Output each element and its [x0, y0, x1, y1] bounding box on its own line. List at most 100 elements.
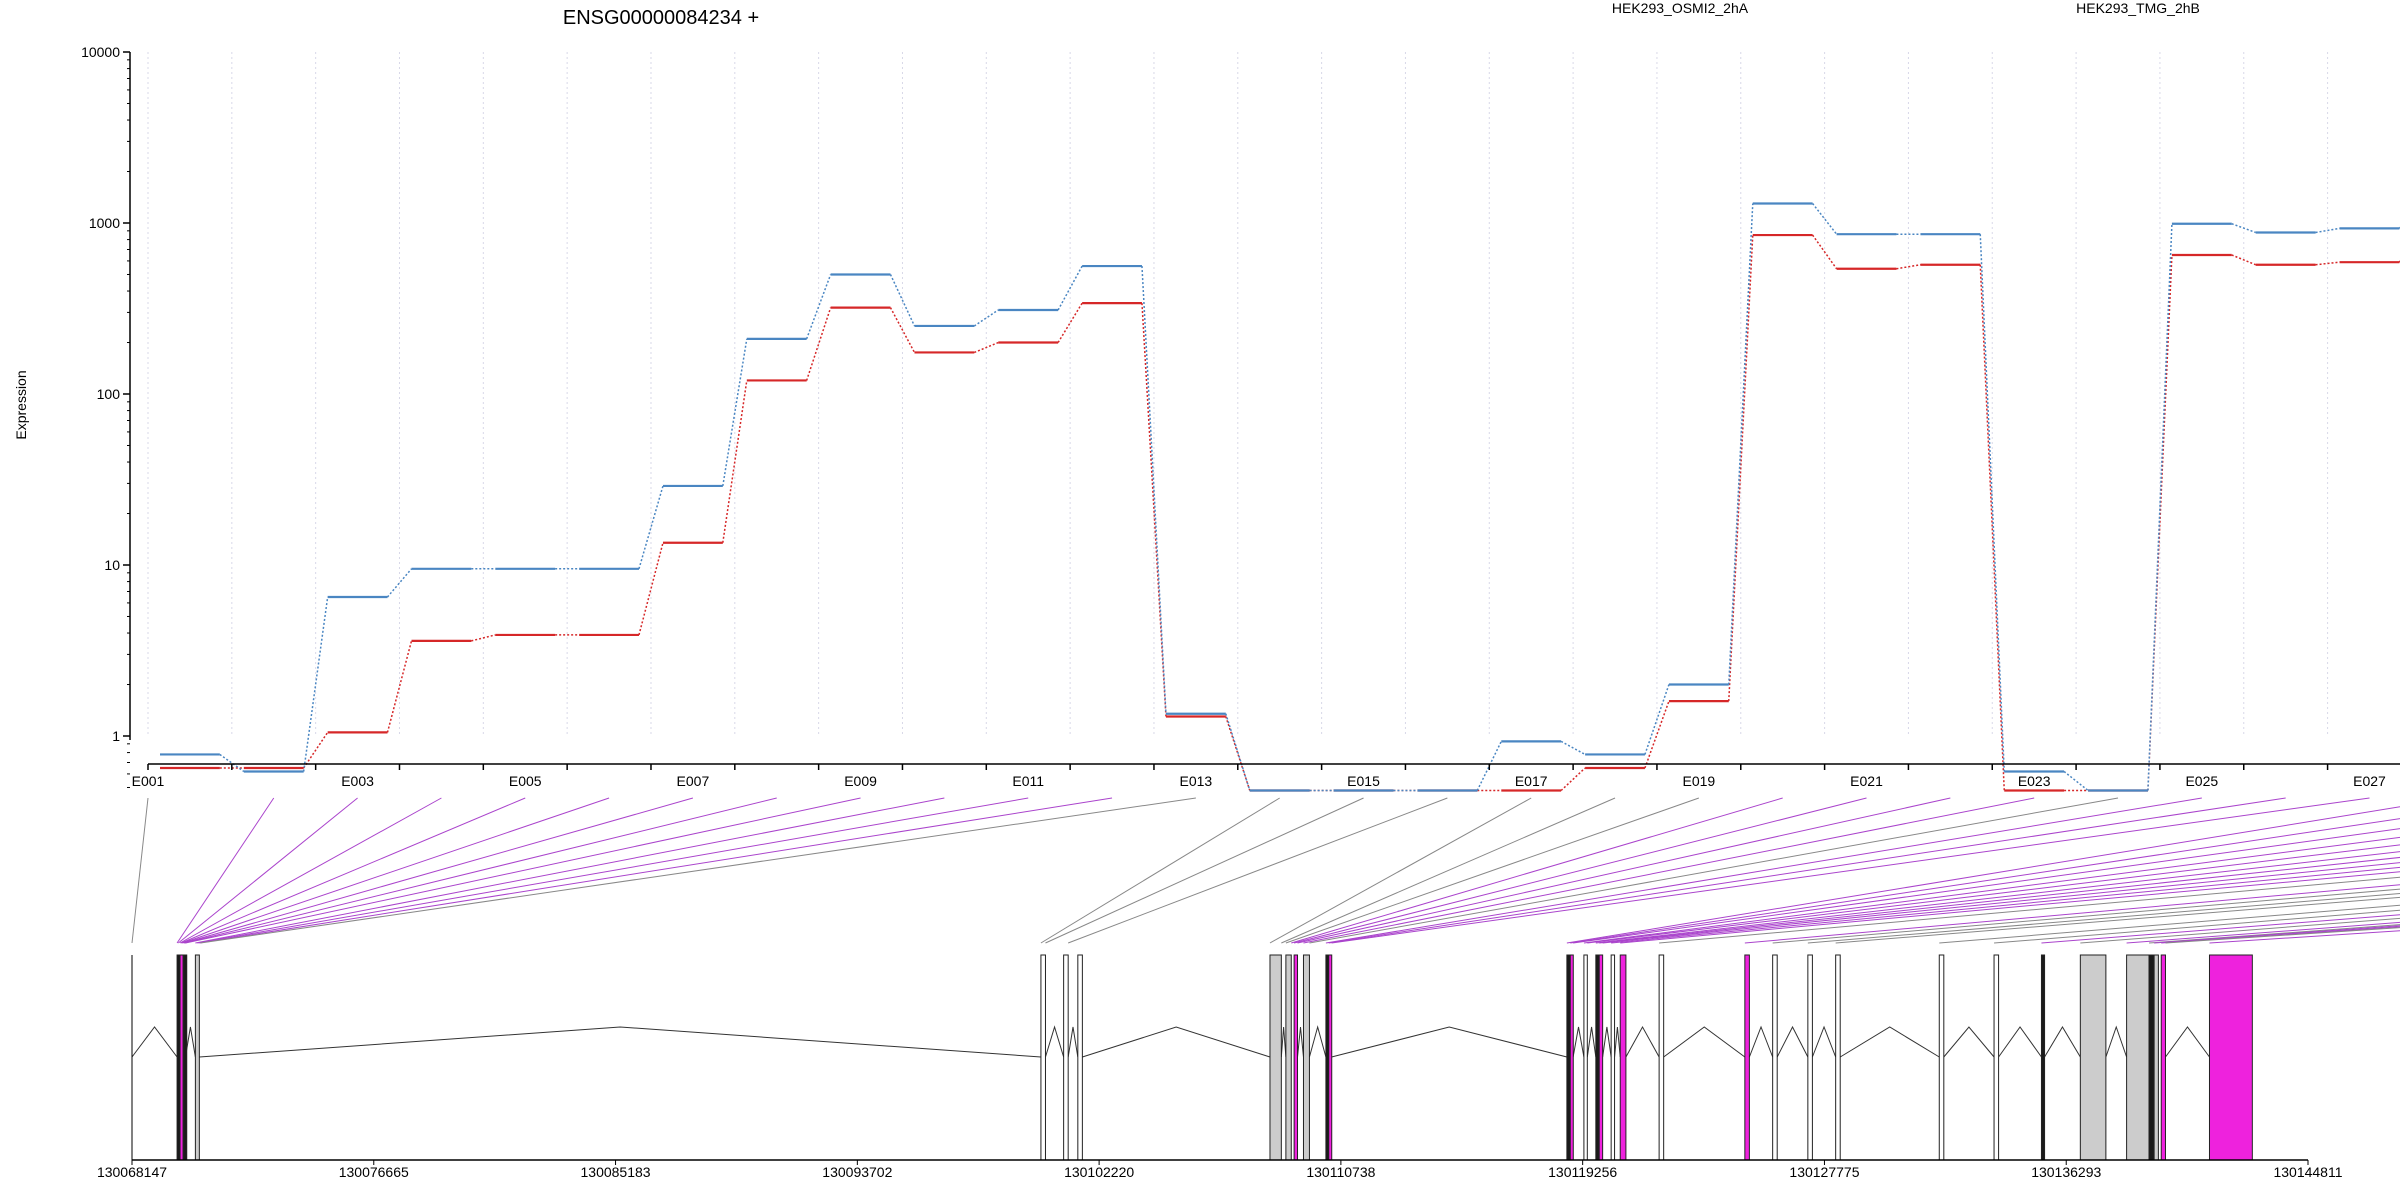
- series-connector: [303, 731, 329, 769]
- exon-box: [1744, 954, 1750, 1161]
- exon-box: [2126, 954, 2150, 1161]
- intron-line: [1572, 1026, 1585, 1058]
- intron-line: [1663, 1026, 1746, 1058]
- series-connector: [302, 596, 329, 772]
- y-tick-label: 1000: [89, 215, 120, 231]
- exon-connector: [1587, 844, 2400, 944]
- series-connector: [2315, 227, 2340, 234]
- intron-line: [2105, 1025, 2128, 1058]
- exon-connectors: [131, 797, 2400, 944]
- intron-line: [1297, 1026, 1304, 1058]
- series-connector: [2315, 261, 2340, 266]
- intron-line: [1998, 1026, 2042, 1058]
- chart-title: ENSG00000084234 +: [563, 7, 759, 29]
- series-connector: [974, 341, 999, 354]
- exon-connector: [1328, 797, 2286, 944]
- exon-box: [1610, 954, 1616, 1161]
- exon-tick-label: E023: [2018, 773, 2051, 789]
- exon-tick-label: E009: [844, 773, 877, 789]
- series-connector: [471, 634, 496, 642]
- exon-tick-label: E001: [132, 773, 165, 789]
- genomic-tick-label: 130110738: [1306, 1164, 1375, 1180]
- series-connector: [2147, 223, 2173, 791]
- intron-line: [1748, 1025, 1774, 1058]
- exon-box: [2153, 954, 2159, 1161]
- exon-box: [1285, 954, 1292, 1161]
- genomic-tick-label: 130119256: [1548, 1164, 1617, 1180]
- series-connector: [1560, 740, 1586, 756]
- exon-tick-label: E003: [341, 773, 374, 789]
- intron-line: [199, 1026, 1041, 1058]
- intron-line: [1280, 1026, 1287, 1058]
- series-connector: [1728, 235, 1754, 702]
- exon-connector: [1269, 797, 1532, 944]
- exon-tick-label: E005: [509, 773, 542, 789]
- genomic-tick-label: 130068147: [97, 1164, 167, 1180]
- exon-box: [1993, 954, 2000, 1161]
- exon-connector: [1566, 806, 2400, 944]
- intron-line: [1308, 1025, 1327, 1058]
- series-connector: [722, 380, 748, 543]
- y-axis-label: Expression: [13, 370, 29, 439]
- series-connector: [1141, 303, 1167, 717]
- exon-box: [1772, 954, 1778, 1161]
- exon-connector: [199, 797, 1113, 944]
- exon-tick-label: E019: [1683, 773, 1716, 789]
- exon-box: [1302, 954, 1310, 1161]
- y-tick-label: 100: [97, 386, 121, 402]
- series-connector: [889, 307, 916, 353]
- exon-box: [1598, 954, 1604, 1161]
- exon-box: [1293, 954, 1299, 1161]
- intron-line: [1614, 1026, 1621, 1058]
- series-connector: [1141, 266, 1167, 714]
- series-connector: [1812, 203, 1838, 235]
- series-connector: [1225, 713, 1251, 791]
- exon-connector: [1772, 888, 2400, 944]
- exon-tick-label: E025: [2185, 773, 2218, 789]
- exon-box: [1269, 954, 1282, 1161]
- series-connector: [1896, 264, 1921, 270]
- intron-line: [1943, 1026, 1995, 1058]
- exon-tick-label: E021: [1850, 773, 1883, 789]
- exon-connector: [1285, 797, 1700, 944]
- exon-connector: [184, 797, 777, 944]
- exon-connector: [1807, 893, 2400, 944]
- series-connector: [1225, 716, 1251, 791]
- exon-connector: [1281, 797, 1616, 944]
- series-connector: [889, 274, 916, 327]
- exon-box: [2148, 954, 2155, 1161]
- exon-connector: [182, 797, 610, 944]
- exon-connector: [200, 797, 1196, 944]
- intron-line: [1044, 1025, 1065, 1058]
- genomic-tick-label: 130102220: [1064, 1164, 1134, 1180]
- exon-box: [183, 954, 188, 1161]
- exon-connector: [1291, 797, 1783, 944]
- series-connector: [1811, 234, 1838, 270]
- exon-connector: [1602, 862, 2400, 944]
- exon-tick-label: E017: [1515, 773, 1548, 789]
- exon-connector: [179, 797, 442, 944]
- series-connector: [1644, 700, 1670, 769]
- exon-connector: [1835, 896, 2400, 944]
- exon-connector: [1599, 856, 2400, 944]
- exon-connector: [1067, 797, 1448, 944]
- series-connector: [2063, 770, 2089, 792]
- exon-connector: [1994, 909, 2400, 944]
- exon-gridlines: [147, 52, 2329, 735]
- genomic-tick-label: 130136293: [2031, 1164, 2101, 1180]
- y-axis: 1 10 100 1000 10000: [81, 44, 131, 788]
- exon-box: [1583, 954, 1588, 1161]
- intron-line: [2044, 1026, 2081, 1058]
- exon-connector: [1583, 836, 2400, 944]
- series-connector: [805, 274, 832, 340]
- genomic-tick-label: 130093702: [822, 1164, 892, 1180]
- series-connector: [1728, 203, 1754, 685]
- y-tick-label: 10: [104, 557, 120, 573]
- exon-connector: [195, 797, 945, 944]
- exon-box: [1063, 954, 1069, 1161]
- exon-connector: [2080, 917, 2400, 944]
- legend-entry-tmg: HEK293_TMG_2hB: [2076, 0, 2200, 16]
- exon-box: [2160, 954, 2166, 1161]
- exon-connector: [1573, 828, 2400, 944]
